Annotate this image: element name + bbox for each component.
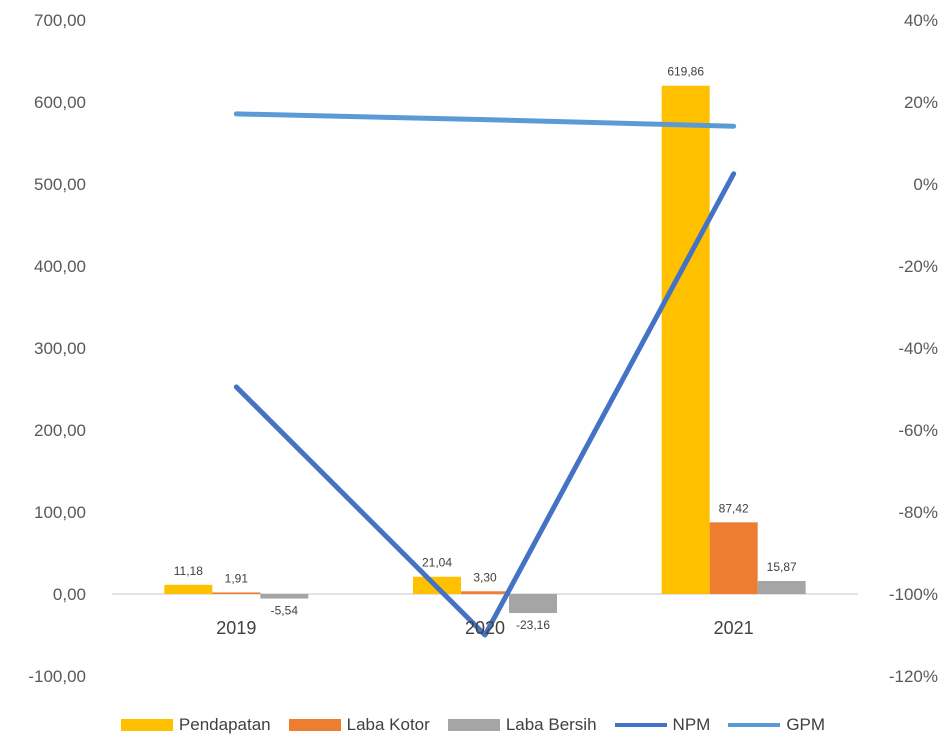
category-labels: 2019 2020 2021 [216,618,753,638]
left-axis-tick-label: 600,00 [34,93,86,112]
legend-item-laba-bersih: Laba Bersih [447,715,597,735]
bar-data-label: -5,54 [271,604,299,618]
legend: Pendapatan Laba Kotor Laba Bersih NPM GP… [0,712,946,738]
right-axis-tick-label: -40% [898,339,938,358]
bar-pendapatan [661,85,710,595]
left-axis-tick-label: -100,00 [28,667,86,686]
legend-swatch-npm [614,723,667,727]
right-axis-tick-label: 40% [904,11,938,30]
bar-data-label: -23,16 [516,618,550,632]
right-axis-tick-label: -60% [898,421,938,440]
legend-label-npm: NPM [672,715,711,734]
category-label: 2021 [714,618,754,638]
bar-data-label: 15,87 [767,560,797,574]
left-axis-tick-label: 300,00 [34,339,86,358]
legend-swatch-pendapatan [120,719,173,731]
left-axis-tick-label: 700,00 [34,11,86,30]
bar-data-label: 11,18 [174,564,203,578]
chart: 700,00 600,00 500,00 400,00 300,00 200,00 100,… [28,11,938,686]
legend-item-laba-kotor: Laba Kotor [288,715,430,735]
bar-data-label: 1,91 [225,571,249,585]
legend-item-npm: NPM [614,715,711,735]
right-axis-tick-label: -100% [889,585,938,604]
right-axis-tick-label: 0% [913,175,938,194]
category-label: 2019 [216,618,256,638]
category-label: 2020 [465,618,505,638]
line-npm [233,171,737,638]
left-axis-tick-label: 0,00 [53,585,86,604]
legend-item-gpm: GPM [728,715,825,735]
line-gpm [233,111,737,129]
legend-label-laba-kotor: Laba Kotor [346,715,430,734]
bar-laba-kotor [461,591,509,594]
left-axis-tick-label: 400,00 [34,257,86,276]
legend-item-pendapatan: Pendapatan [120,715,271,735]
bar-laba-bersih [260,594,309,599]
bar-laba-bersih [757,580,806,594]
bar-data-labels: 11,18 21,04 619,86 1,91 3,30 87,42 -5,54 -23,16… [174,65,797,632]
left-axis-tick-label: 200,00 [34,421,86,440]
legend-label-gpm: GPM [786,715,826,734]
bar-pendapatan [164,584,213,594]
legend-swatch-laba-bersih [447,719,500,731]
left-axis-tick-label: 100,00 [34,503,86,522]
left-axis-tick-label: 500,00 [34,175,86,194]
lines [233,111,737,638]
right-axis-tick-label: -20% [898,257,938,276]
bars [164,85,806,613]
left-axis-ticks: 700,00 600,00 500,00 400,00 300,00 200,00 100,… [28,11,86,686]
legend-label-laba-bersih: Laba Bersih [505,715,597,734]
right-axis-tick-label: 20% [904,93,938,112]
bar-data-label: 87,42 [719,501,749,515]
right-axis-ticks: 40% 20% 0% -20% -40% -60% -80% -100% -120% [889,11,938,686]
right-axis-tick-label: -80% [898,503,938,522]
bar-data-label: 619,86 [667,65,704,79]
bar-data-label: 3,30 [473,570,497,584]
bar-laba-bersih [509,594,557,613]
legend-swatch-gpm [728,723,781,727]
bar-data-label: 21,04 [422,556,452,570]
bar-laba-kotor [212,592,261,594]
right-axis-tick-label: -120% [889,667,938,686]
bar-laba-kotor [709,522,758,594]
legend-swatch-laba-kotor [288,719,341,731]
legend-label-pendapatan: Pendapatan [178,715,271,734]
